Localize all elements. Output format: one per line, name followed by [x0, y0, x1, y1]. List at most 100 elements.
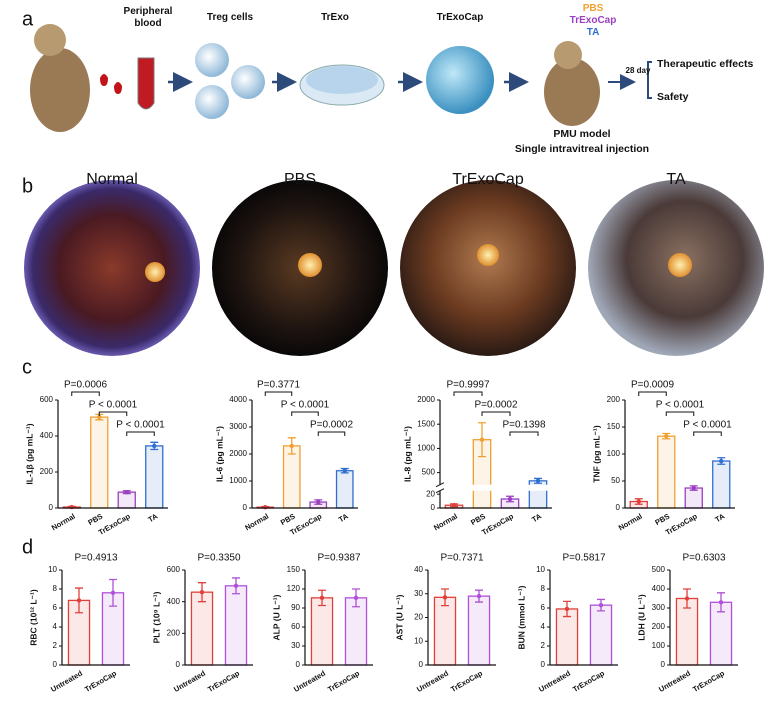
bar [657, 435, 676, 509]
y-tick-label: 2 [53, 641, 58, 650]
x-tick-label: Normal [50, 512, 77, 533]
p-value: P=0.0006 [64, 380, 108, 391]
x-tick-label: TrExoCap [691, 668, 726, 694]
bar [224, 585, 248, 666]
bar [467, 595, 491, 666]
x-tick-label: PBS [653, 512, 671, 528]
y-tick-label: 200 [167, 628, 181, 637]
chart-title: P=0.4913 [74, 553, 118, 564]
x-tick-label: TA [530, 511, 543, 524]
mean-dot [199, 589, 205, 595]
x-tick-label: TrExoCap [83, 668, 118, 694]
y-tick-label: 400 [167, 597, 181, 606]
y-tick-label: 0 [661, 660, 666, 669]
mean-dot [289, 443, 294, 449]
x-tick-label: TrExoCap [480, 511, 515, 537]
y-axis-label: IL-8 (pg mL⁻¹) [402, 426, 412, 482]
x-tick-label: TrExoCap [449, 668, 484, 694]
y-axis-label: LDH (U L⁻¹) [636, 594, 646, 641]
mean-dot [353, 595, 359, 601]
cell [195, 85, 229, 119]
x-tick-label: TA [147, 511, 160, 524]
step-label: Peripheral blood [123, 6, 173, 29]
x-tick-label: TrExoCap [571, 668, 606, 694]
y-tick-label: 50 [611, 476, 620, 485]
mean-dot [69, 504, 74, 510]
p-value: P < 0.0001 [281, 400, 330, 411]
y-axis-label: TNF (pg mL⁻¹) [591, 425, 601, 483]
hydrogel-sphere [426, 46, 494, 114]
mean-dot [598, 602, 604, 608]
chart-title: P=0.7371 [440, 553, 484, 564]
y-tick-label: 600 [167, 565, 181, 574]
y-tick-label: 90 [291, 603, 300, 612]
y-tick-label: 0 [296, 660, 301, 669]
mean-dot [442, 595, 448, 600]
significance-bracket [693, 431, 722, 436]
p-value: P < 0.0001 [116, 420, 165, 431]
mean-dot [76, 598, 82, 603]
image-label: Normal [86, 171, 138, 188]
optic-disc [145, 262, 165, 282]
y-axis-label: PLT (10⁹ L⁻¹) [151, 591, 161, 643]
significance-bracket [98, 411, 128, 416]
y-tick-label: 150 [287, 565, 301, 574]
mean-dot [664, 433, 669, 439]
bar [90, 416, 109, 509]
step-label: TrExo [321, 12, 349, 23]
mean-dot [564, 606, 570, 612]
y-tick-label: 200 [40, 467, 54, 476]
petri-medium [306, 66, 378, 94]
panel-a-art [30, 24, 652, 132]
mean-dot [316, 499, 321, 505]
y-tick-label: 10 [414, 636, 423, 645]
x-tick-label: Normal [432, 512, 459, 533]
y-tick-label: 10 [536, 565, 545, 574]
treatment: TA [586, 27, 600, 38]
significance-bracket [638, 391, 667, 396]
bar [117, 491, 136, 509]
bar [433, 596, 457, 666]
p-value: P < 0.0001 [656, 400, 705, 411]
chart-title: P=0.3350 [197, 553, 241, 564]
p-value: P < 0.0001 [683, 420, 732, 431]
x-tick-label: Normal [243, 512, 270, 533]
p-value: P=0.3771 [257, 380, 301, 391]
bar [589, 604, 613, 666]
x-tick-label: Untreated [49, 668, 84, 694]
y-tick-label: 3000 [229, 422, 247, 431]
significance-bracket [264, 391, 293, 396]
mean-dot [535, 478, 541, 484]
mean-dot [263, 504, 268, 510]
mean-dot [110, 590, 116, 595]
y-axis-label: RBC (10¹² L⁻¹) [28, 589, 38, 646]
mean-dot [476, 593, 482, 599]
model: PMU model [553, 128, 610, 140]
y-tick-label: 4 [53, 622, 58, 631]
panel-label: a [22, 8, 34, 30]
treatment: TrExoCap [569, 15, 617, 26]
monkey [30, 48, 90, 132]
x-tick-label: PBS [469, 512, 487, 528]
y-tick-label: 200 [652, 622, 666, 631]
monkey-head [554, 41, 582, 69]
mean-dot [684, 596, 690, 601]
significance-bracket [291, 411, 319, 416]
y-tick-label: 200 [607, 395, 621, 404]
chart-title: P=0.5817 [562, 553, 606, 564]
y-tick-label: 100 [607, 449, 621, 458]
bar [555, 608, 579, 666]
y-tick-label: 300 [652, 603, 666, 612]
y-tick-label: 4 [541, 622, 546, 631]
y-tick-label: 150 [607, 422, 621, 431]
y-tick-label: 8 [541, 584, 546, 593]
y-tick-label: 0 [176, 660, 181, 669]
outcome: Therapeutic effects [657, 58, 753, 70]
x-tick-label: TA [337, 511, 350, 524]
monkey [544, 58, 600, 126]
p-value: P=0.1398 [502, 420, 546, 431]
x-tick-label: Untreated [292, 668, 327, 694]
bracket [647, 61, 652, 99]
y-tick-label: 0 [541, 660, 546, 669]
